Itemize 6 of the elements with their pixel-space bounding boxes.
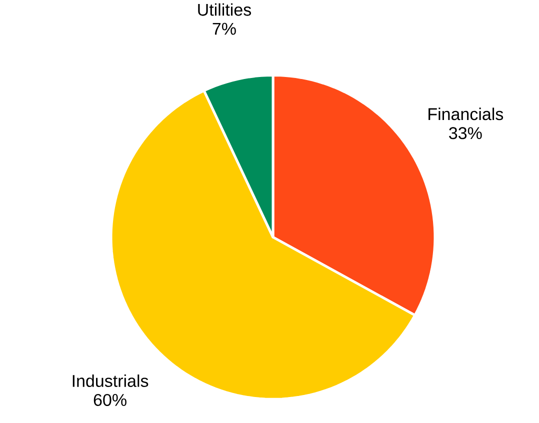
slice-label: Utilities bbox=[198, 3, 252, 16]
slice-label: Industrials bbox=[72, 374, 148, 387]
slice-label: Financials bbox=[428, 108, 504, 120]
data-label: 7% bbox=[212, 22, 236, 35]
data-label: 33% bbox=[449, 127, 482, 140]
data-label: 60% bbox=[94, 394, 126, 406]
